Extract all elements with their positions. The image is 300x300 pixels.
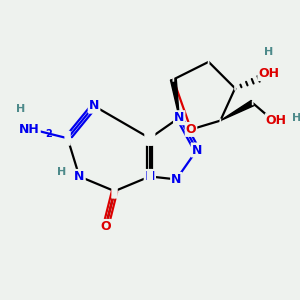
Polygon shape: [220, 100, 254, 121]
Text: O: O: [186, 123, 196, 136]
Text: OH: OH: [266, 114, 287, 127]
Text: N: N: [89, 99, 99, 112]
Text: H: H: [57, 167, 66, 177]
Text: N: N: [174, 111, 184, 124]
Text: N: N: [89, 99, 99, 112]
Text: N: N: [171, 173, 181, 186]
Text: N: N: [192, 143, 202, 157]
Text: H: H: [264, 46, 274, 56]
Text: C: C: [145, 132, 154, 145]
Polygon shape: [170, 79, 179, 118]
Text: H: H: [292, 112, 300, 123]
Text: N: N: [74, 170, 85, 183]
Text: O: O: [100, 220, 111, 233]
Text: 2: 2: [46, 129, 52, 139]
Text: NH: NH: [19, 123, 40, 136]
Text: N: N: [145, 170, 155, 183]
Text: H: H: [16, 104, 25, 114]
Text: OH: OH: [258, 67, 279, 80]
Text: N: N: [74, 170, 85, 183]
